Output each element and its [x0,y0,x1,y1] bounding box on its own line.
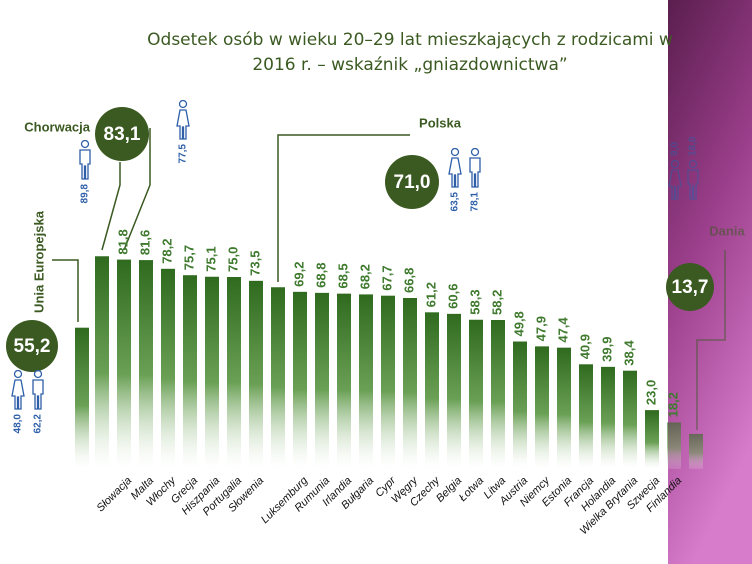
x-tick-label: Łotwa [457,475,486,504]
value-label: 66,8 [401,268,416,293]
woman-icon [448,148,462,188]
value-label: 75,0 [225,247,240,272]
value-circle [95,107,149,161]
bar [183,275,197,469]
value-label: 49,8 [511,311,526,336]
callout-name: Chorwacja [24,119,91,134]
callout-name: Dania [709,223,745,238]
callout-name: Polska [419,115,462,130]
bar [645,410,659,469]
bar [579,364,593,469]
bar [447,313,461,469]
value-label: 61,2 [423,282,438,307]
bar [535,346,549,469]
bar [359,294,373,469]
bar [337,293,351,469]
bar [293,291,307,469]
value-label: 78,2 [159,238,174,263]
bar [117,259,131,469]
man-icon [79,140,91,180]
value-label: 58,2 [489,290,504,315]
callout-value: 55,2 [14,336,51,357]
men-label: 18,0 [688,136,699,156]
bar [139,260,153,469]
women-label: 63,5 [450,192,461,212]
x-tick-label: Belgia [434,475,464,505]
value-label: 39,9 [599,337,614,362]
women-label: 9,0 [670,142,681,156]
bar [95,256,109,469]
men-label: 78,1 [470,192,481,212]
bar [557,347,571,469]
value-circle [385,155,439,209]
value-label: 18,2 [665,392,680,417]
connector [696,250,726,430]
value-label: 75,7 [181,245,196,270]
connector [277,134,410,282]
bar [205,276,219,469]
bar [513,341,527,469]
value-label: 58,3 [467,289,482,314]
man-icon [32,370,44,410]
connector [52,259,79,322]
value-circle [666,263,714,311]
woman-icon [11,370,25,410]
value-label: 69,2 [291,262,306,287]
bar [315,292,329,469]
bar [491,320,505,469]
bar [161,268,175,469]
value-label: 68,5 [335,263,350,288]
bar [469,319,483,469]
value-label: 47,9 [533,316,548,341]
bar [623,370,637,469]
women-label: 48,0 [13,414,24,434]
bar [667,422,681,469]
value-label: 81,6 [137,230,152,255]
bar [227,277,241,469]
callout-value: 13,7 [672,277,709,298]
value-label: 60,6 [445,284,460,309]
bar [403,297,417,469]
men-label: 62,2 [33,414,44,434]
connector [101,128,151,251]
bar [271,287,285,469]
women-label: 77,5 [178,144,189,164]
value-label: 75,1 [203,246,218,271]
bar [75,327,89,469]
bar [601,366,615,469]
value-label: 67,7 [379,265,394,290]
value-label: 73,5 [247,251,262,276]
value-circle [6,320,58,372]
bar [249,280,263,469]
bar [381,295,395,469]
value-label: 38,4 [621,340,636,366]
value-label: 23,0 [643,380,658,405]
value-label: 68,2 [357,264,372,289]
value-label: 47,4 [555,317,570,343]
man-icon [469,148,481,188]
men-label: 89,8 [80,184,91,204]
chart-title: Odsetek osób w wieku 20–29 lat mieszkają… [147,30,673,75]
callout-name: Unia Europejska [31,210,46,313]
value-label: 40,9 [577,334,592,359]
value-label: 68,8 [313,263,328,288]
value-label: 81,8 [115,229,130,254]
woman-icon [176,100,190,140]
bar [425,312,439,469]
callout-value: 83,1 [104,124,141,145]
callout-value: 71,0 [394,172,431,193]
bar [689,433,703,469]
